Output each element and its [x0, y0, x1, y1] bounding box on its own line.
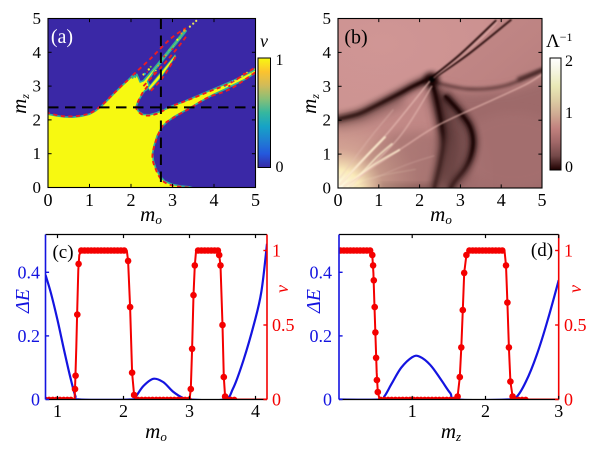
- svg-text:0: 0: [323, 179, 332, 198]
- svg-text:5: 5: [251, 190, 260, 210]
- svg-text:1: 1: [564, 241, 573, 261]
- svg-text:(a): (a): [51, 26, 73, 48]
- svg-text:1: 1: [33, 144, 42, 163]
- svg-text:0: 0: [565, 159, 573, 176]
- svg-text:4: 4: [497, 190, 506, 210]
- svg-text:1: 1: [272, 241, 281, 261]
- svg-text:(b): (b): [344, 27, 367, 49]
- svg-text:0: 0: [272, 390, 281, 410]
- svg-text:0.4: 0.4: [310, 262, 333, 282]
- svg-text:2: 2: [565, 53, 573, 70]
- svg-text:2: 2: [127, 190, 136, 210]
- svg-text:5: 5: [538, 190, 547, 210]
- svg-text:mz: mz: [297, 94, 322, 114]
- svg-text:1: 1: [408, 401, 417, 421]
- svg-text:mo: mo: [430, 202, 452, 227]
- svg-text:ΔE: ΔE: [303, 289, 325, 314]
- svg-text:mz: mz: [441, 419, 461, 444]
- svg-text:0: 0: [564, 390, 573, 410]
- svg-text:0: 0: [33, 178, 42, 197]
- svg-text:2: 2: [481, 401, 490, 421]
- svg-text:2: 2: [415, 190, 424, 210]
- svg-text:3: 3: [323, 77, 332, 96]
- svg-text:1: 1: [53, 401, 62, 421]
- svg-text:5: 5: [33, 9, 42, 28]
- svg-text:ν: ν: [565, 285, 585, 293]
- svg-text:0: 0: [276, 159, 284, 176]
- svg-text:mo: mo: [145, 419, 167, 444]
- svg-text:3: 3: [168, 190, 177, 210]
- svg-text:0.2: 0.2: [310, 326, 333, 346]
- svg-text:4: 4: [210, 190, 219, 210]
- svg-text:2: 2: [323, 111, 332, 130]
- svg-text:0: 0: [31, 390, 40, 410]
- svg-text:mo: mo: [140, 202, 162, 227]
- svg-text:0.4: 0.4: [18, 262, 41, 282]
- svg-text:3: 3: [185, 401, 194, 421]
- svg-text:0: 0: [323, 390, 332, 410]
- svg-text:2: 2: [33, 110, 42, 129]
- svg-text:5: 5: [323, 9, 332, 28]
- svg-text:ν: ν: [272, 285, 292, 293]
- svg-text:1: 1: [374, 190, 383, 210]
- svg-text:2: 2: [119, 401, 128, 421]
- svg-text:4: 4: [33, 43, 42, 62]
- svg-text:1: 1: [276, 52, 284, 69]
- svg-text:0.5: 0.5: [564, 315, 587, 335]
- svg-text:1: 1: [565, 105, 573, 122]
- svg-text:(c): (c): [52, 242, 73, 263]
- svg-text:0: 0: [44, 190, 53, 210]
- svg-text:4: 4: [323, 43, 332, 62]
- svg-text:4: 4: [251, 401, 260, 421]
- svg-text:3: 3: [33, 77, 42, 96]
- svg-text:ν: ν: [260, 31, 268, 51]
- svg-text:1: 1: [85, 190, 94, 210]
- svg-text:(d): (d): [531, 240, 553, 261]
- svg-text:mz: mz: [7, 94, 32, 114]
- svg-text:ΔE: ΔE: [12, 289, 34, 314]
- svg-text:1: 1: [323, 145, 332, 164]
- svg-text:0.5: 0.5: [272, 315, 295, 335]
- svg-text:0.2: 0.2: [18, 326, 41, 346]
- svg-text:3: 3: [456, 190, 465, 210]
- svg-text:0: 0: [334, 190, 343, 210]
- svg-text:3: 3: [554, 401, 563, 421]
